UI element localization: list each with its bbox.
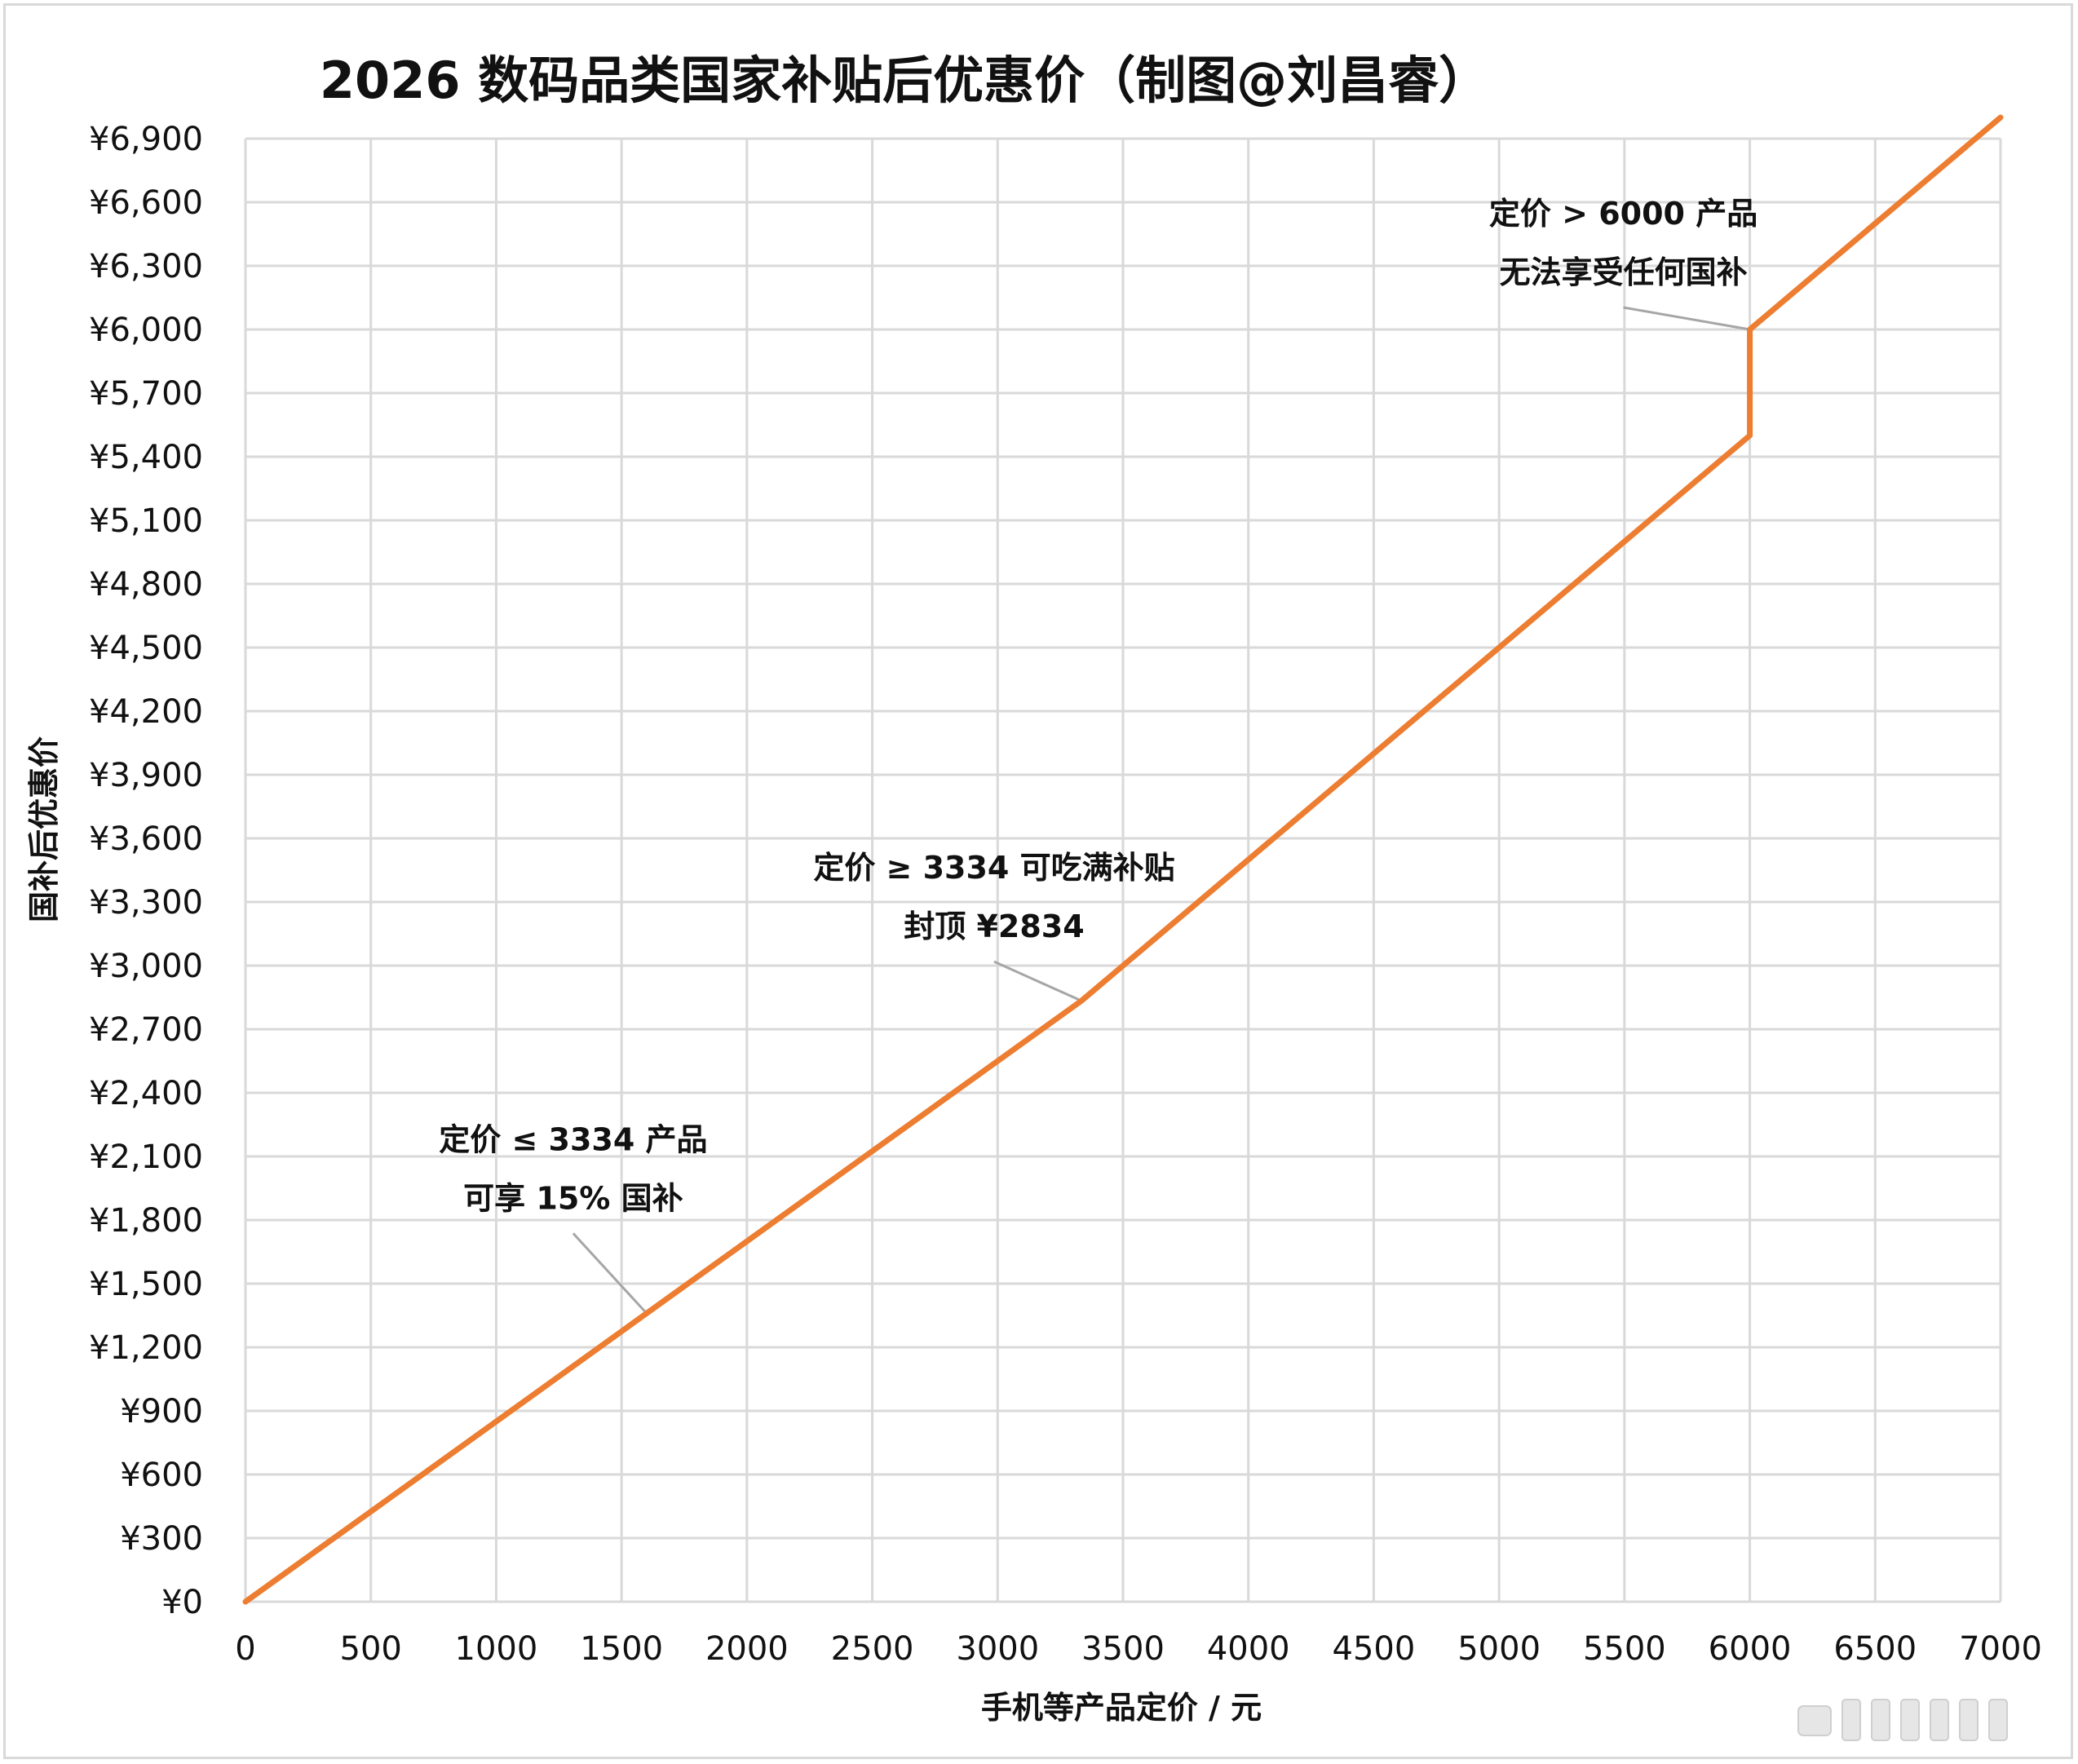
- y-tick-label: ¥600: [120, 1457, 203, 1494]
- y-tick-label: ¥3,300: [89, 884, 203, 922]
- x-tick-label: 500: [340, 1630, 402, 1668]
- y-tick-label: ¥5,700: [89, 375, 203, 413]
- y-tick-label: ¥3,600: [89, 820, 203, 858]
- series-layer: [242, 114, 2004, 1605]
- x-tick-label: 0: [235, 1630, 255, 1668]
- y-tick-label: ¥4,200: [89, 693, 203, 731]
- x-tick-label: 2500: [831, 1630, 914, 1668]
- annotation-text: 定价 > 6000 产品: [1489, 196, 1757, 232]
- watermark-icon: [1797, 1699, 2008, 1741]
- annotation-text: 可享 15% 国补: [463, 1180, 683, 1216]
- x-tick-label: 3500: [1081, 1630, 1165, 1668]
- annotation-leader-line: [993, 960, 1082, 1002]
- x-tick-label: 4500: [1333, 1630, 1416, 1668]
- chart-title: 2026 数码品类国家补贴后优惠价（制图@刘昌睿）: [320, 51, 1489, 110]
- y-tick-label: ¥5,400: [89, 439, 203, 476]
- annotation-text: 封顶 ¥2834: [904, 909, 1084, 944]
- x-tick-label: 3000: [956, 1630, 1039, 1668]
- annotation-text: 定价 ≤ 3334 产品: [439, 1121, 707, 1157]
- annotation-text: 定价 ≥ 3334 可吃满补贴: [813, 850, 1174, 886]
- x-tick-label: 7000: [1959, 1630, 2042, 1668]
- tick-layer: 0 500 1000 1500 2000 2500 3000 3500 4000 4500 5000…: [89, 121, 2042, 1668]
- y-tick-label: ¥5,100: [89, 502, 203, 540]
- y-tick-label: ¥300: [120, 1520, 203, 1558]
- y-tick-label: ¥2,400: [89, 1075, 203, 1112]
- y-tick-label: ¥2,700: [89, 1011, 203, 1049]
- y-tick-label: ¥6,600: [89, 184, 203, 222]
- x-tick-label: 1500: [580, 1630, 663, 1668]
- chart-frame: 2026 数码品类国家补贴后优惠价（制图@刘昌睿） 0 500 1000 1500 20…: [3, 3, 2073, 1759]
- annotation-leader-line: [1623, 306, 1750, 331]
- x-tick-label: 4000: [1207, 1630, 1290, 1668]
- y-tick-label: ¥1,200: [89, 1329, 203, 1367]
- x-tick-label: 6000: [1709, 1630, 1792, 1668]
- x-tick-label: 5000: [1457, 1630, 1541, 1668]
- y-tick-label: ¥900: [120, 1393, 203, 1430]
- y-tick-label: ¥6,000: [89, 312, 203, 349]
- x-tick-label: 1000: [455, 1630, 538, 1668]
- annotation-leader-line: [572, 1232, 648, 1315]
- x-axis-title: 手机等产品定价 / 元: [981, 1690, 1262, 1726]
- x-tick-label: 6500: [1833, 1630, 1917, 1668]
- series-line: [242, 114, 2004, 1605]
- y-tick-label: ¥2,100: [89, 1138, 203, 1176]
- y-tick-label: ¥6,300: [89, 248, 203, 285]
- y-tick-label: ¥0: [161, 1584, 203, 1621]
- y-tick-label: ¥4,500: [89, 630, 203, 667]
- x-tick-label: 5500: [1583, 1630, 1666, 1668]
- y-tick-label: ¥1,500: [89, 1266, 203, 1303]
- y-axis-title: 国补后优惠价: [26, 736, 62, 922]
- chart: 2026 数码品类国家补贴后优惠价（制图@刘昌睿） 0 500 1000 1500 20…: [26, 51, 2042, 1726]
- y-tick-label: ¥3,900: [89, 757, 203, 794]
- y-tick-label: ¥6,900: [89, 121, 203, 158]
- annotation-text: 无法享受任何国补: [1500, 254, 1748, 290]
- y-tick-label: ¥1,800: [89, 1202, 203, 1240]
- x-tick-label: 2000: [705, 1630, 789, 1668]
- grid-layer: [244, 137, 2002, 1603]
- y-tick-label: ¥4,800: [89, 566, 203, 603]
- y-tick-label: ¥3,000: [89, 948, 203, 985]
